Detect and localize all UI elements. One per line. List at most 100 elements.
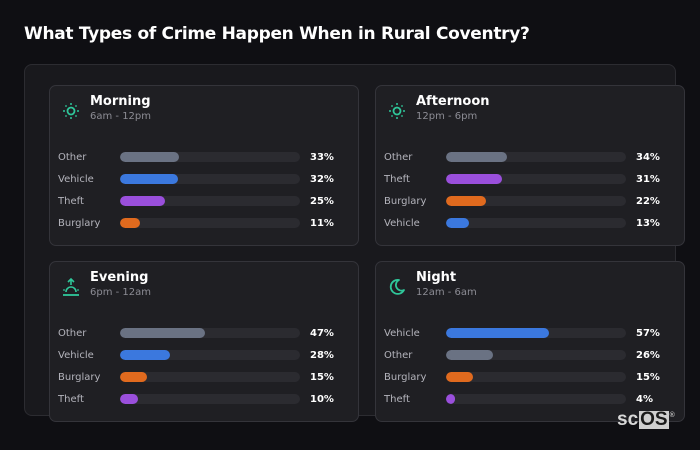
bar-value: 22% <box>636 195 660 207</box>
bar-fill <box>120 328 205 338</box>
bar-track <box>446 152 626 162</box>
bar-track <box>120 372 300 382</box>
bar-list: Other 33% Vehicle 32% Theft 25% Burglary 11% <box>58 146 353 234</box>
bar-track <box>446 328 626 338</box>
bar-value: 15% <box>636 371 660 383</box>
bar-track <box>446 174 626 184</box>
card-time-range: 12pm - 6pm <box>416 111 478 122</box>
bar-label: Vehicle <box>58 349 94 361</box>
bar-track <box>446 350 626 360</box>
card-time-range: 12am - 6am <box>416 287 477 298</box>
bar-track <box>446 372 626 382</box>
bar-label: Other <box>58 151 87 163</box>
bar-fill <box>446 394 455 404</box>
bar-label: Other <box>384 349 413 361</box>
card-title: Afternoon <box>416 94 490 109</box>
bar-row: Vehicle 57% <box>384 322 679 344</box>
bar-fill <box>120 152 180 162</box>
bar-value: 33% <box>310 151 334 163</box>
bar-label: Theft <box>384 173 410 185</box>
bar-track <box>120 174 300 184</box>
bar-value: 34% <box>636 151 660 163</box>
bar-row: Theft 4% <box>384 388 679 410</box>
bar-value: 11% <box>310 217 334 229</box>
bar-value: 13% <box>636 217 660 229</box>
bar-value: 28% <box>310 349 334 361</box>
logo-registered: ® <box>669 412 675 419</box>
bar-label: Other <box>58 327 87 339</box>
card-title: Evening <box>90 270 149 285</box>
card-night: Night 12am - 6am Vehicle 57% Other 26% Burglar… <box>375 261 685 422</box>
bar-value: 26% <box>636 349 660 361</box>
bar-row: Theft 31% <box>384 168 679 190</box>
card-time-range: 6pm - 12am <box>90 287 152 298</box>
bar-fill <box>120 372 147 382</box>
bar-label: Burglary <box>58 217 101 229</box>
bar-value: 10% <box>310 393 334 405</box>
card-header: Night 12am - 6am <box>386 270 477 300</box>
bar-label: Vehicle <box>384 327 420 339</box>
card-evening: Evening 6pm - 12am Other 47% Vehicle 28% Burgl… <box>49 261 359 422</box>
sunset-icon <box>60 276 82 298</box>
card-title: Night <box>416 270 457 285</box>
bar-label: Theft <box>58 393 84 405</box>
bar-row: Theft 25% <box>58 190 353 212</box>
bar-label: Vehicle <box>384 217 420 229</box>
bar-value: 4% <box>636 393 653 405</box>
bar-label: Theft <box>58 195 84 207</box>
bar-track <box>120 218 300 228</box>
bar-label: Burglary <box>384 195 427 207</box>
bar-track <box>120 152 300 162</box>
bar-list: Other 34% Theft 31% Burglary 22% Vehicle 13% <box>384 146 679 234</box>
card-morning: Morning 6am - 12pm Other 33% Vehicle 32% Theft… <box>49 85 359 246</box>
bar-fill <box>446 328 549 338</box>
bar-row: Vehicle 28% <box>58 344 353 366</box>
bar-fill <box>446 372 473 382</box>
card-afternoon: Afternoon 12pm - 6pm Other 34% Theft 31% Burgl… <box>375 85 685 246</box>
bar-row: Burglary 22% <box>384 190 679 212</box>
logo-os: OS <box>639 409 669 430</box>
bar-track <box>120 328 300 338</box>
bar-row: Burglary 11% <box>58 212 353 234</box>
bar-value: 31% <box>636 173 660 185</box>
bar-row: Burglary 15% <box>58 366 353 388</box>
bar-label: Burglary <box>58 371 101 383</box>
bar-track <box>120 350 300 360</box>
bar-fill <box>446 174 502 184</box>
bar-row: Vehicle 32% <box>58 168 353 190</box>
card-header: Evening 6pm - 12am <box>60 270 151 300</box>
scos-logo: sc OS ® <box>617 409 675 430</box>
bar-fill <box>120 218 140 228</box>
bar-label: Other <box>384 151 413 163</box>
bar-value: 25% <box>310 195 334 207</box>
bar-row: Theft 10% <box>58 388 353 410</box>
bar-list: Other 47% Vehicle 28% Burglary 15% Theft 10% <box>58 322 353 410</box>
bar-row: Vehicle 13% <box>384 212 679 234</box>
bar-fill <box>446 350 493 360</box>
card-title: Morning <box>90 94 151 109</box>
sun-icon <box>386 100 408 122</box>
bar-row: Burglary 15% <box>384 366 679 388</box>
bar-track <box>446 394 626 404</box>
card-header: Morning 6am - 12pm <box>60 94 151 124</box>
logo-sc: sc <box>617 409 639 430</box>
bar-list: Vehicle 57% Other 26% Burglary 15% Theft 4% <box>384 322 679 410</box>
card-header: Afternoon 12pm - 6pm <box>386 94 490 124</box>
bar-fill <box>120 174 178 184</box>
bar-fill <box>120 394 138 404</box>
bar-track <box>446 218 626 228</box>
bar-fill <box>446 152 508 162</box>
bar-value: 47% <box>310 327 334 339</box>
bar-value: 32% <box>310 173 334 185</box>
bar-fill <box>446 196 486 206</box>
moon-icon <box>386 276 408 298</box>
card-time-range: 6am - 12pm <box>90 111 152 122</box>
bar-fill <box>120 350 171 360</box>
bar-value: 15% <box>310 371 334 383</box>
bar-row: Other 33% <box>58 146 353 168</box>
bar-track <box>446 196 626 206</box>
bar-row: Other 47% <box>58 322 353 344</box>
bar-label: Theft <box>384 393 410 405</box>
bar-track <box>120 394 300 404</box>
bar-track <box>120 196 300 206</box>
